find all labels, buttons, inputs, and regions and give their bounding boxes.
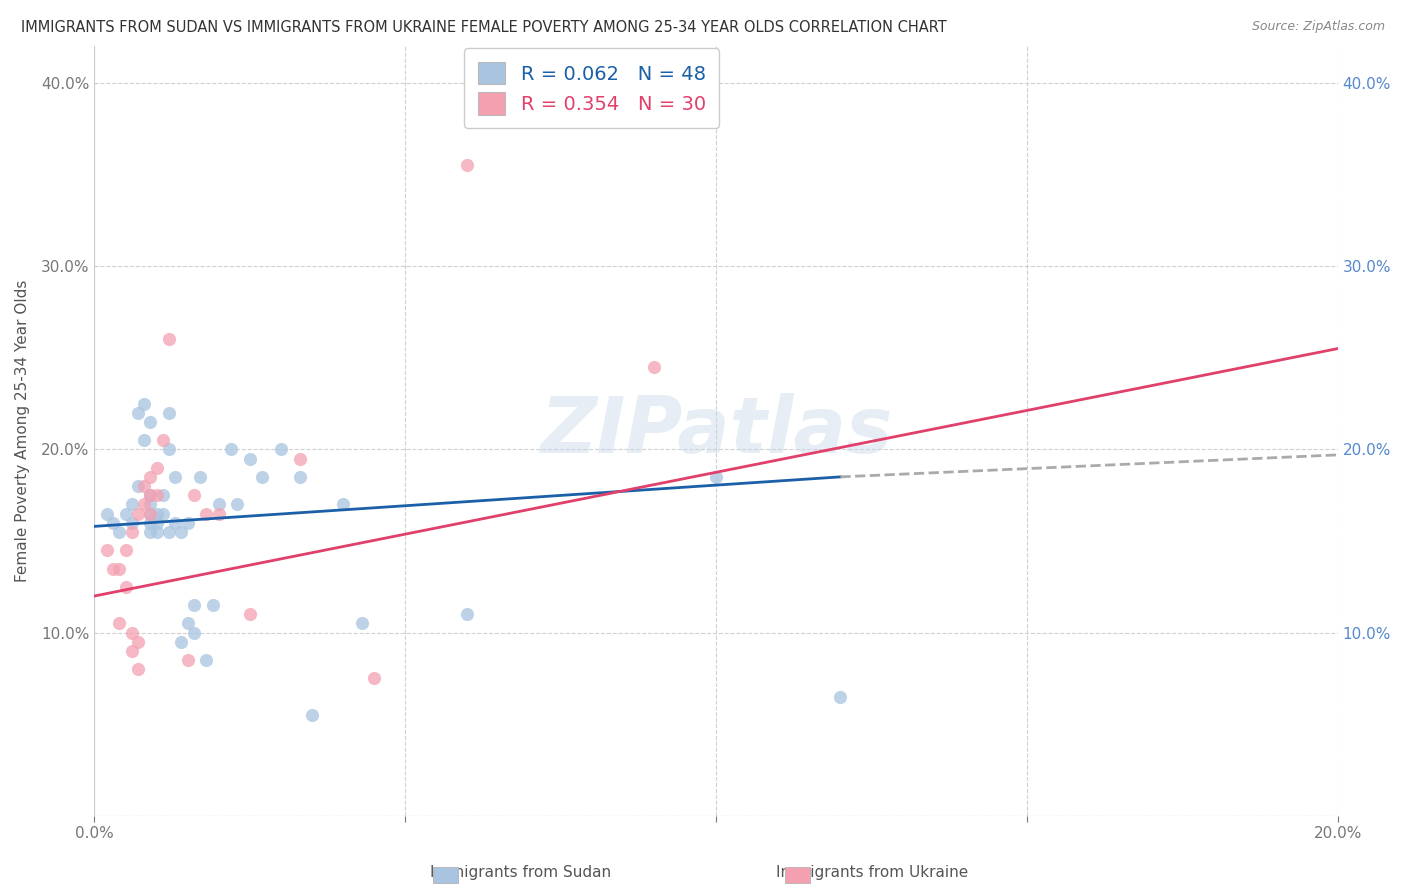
Point: [177, 616, 200, 631]
Point: [152, 507, 174, 521]
Point: [456, 158, 478, 172]
Point: [157, 406, 180, 420]
Text: Source: ZipAtlas.com: Source: ZipAtlas.com: [1251, 20, 1385, 33]
Text: Immigrants from Sudan: Immigrants from Sudan: [430, 865, 610, 880]
Point: [139, 488, 162, 502]
Text: Immigrants from Ukraine: Immigrants from Ukraine: [776, 865, 967, 880]
Point: [114, 507, 136, 521]
Point: [183, 625, 205, 640]
Point: [139, 507, 162, 521]
Point: [121, 644, 143, 658]
Point: [239, 607, 262, 622]
Point: [195, 653, 218, 667]
Point: [139, 507, 162, 521]
Point: [139, 415, 162, 429]
Point: [139, 488, 162, 502]
Point: [101, 516, 124, 530]
Point: [152, 434, 174, 448]
Point: [127, 662, 149, 676]
Text: ZIPatlas: ZIPatlas: [540, 393, 893, 469]
Point: [139, 516, 162, 530]
Point: [226, 497, 249, 511]
Point: [288, 451, 311, 466]
Point: [96, 543, 118, 558]
Point: [139, 497, 162, 511]
Point: [704, 470, 727, 484]
Point: [145, 507, 167, 521]
Point: [170, 524, 193, 539]
Point: [139, 524, 162, 539]
Point: [134, 434, 156, 448]
Point: [830, 690, 852, 704]
Point: [456, 607, 478, 622]
Point: [252, 470, 274, 484]
Point: [165, 516, 187, 530]
Point: [152, 488, 174, 502]
Point: [121, 497, 143, 511]
Point: [108, 524, 131, 539]
Point: [270, 442, 292, 457]
Point: [121, 625, 143, 640]
Point: [134, 497, 156, 511]
Point: [188, 470, 211, 484]
Point: [134, 479, 156, 493]
Point: [643, 359, 665, 374]
Point: [114, 580, 136, 594]
Y-axis label: Female Poverty Among 25-34 Year Olds: Female Poverty Among 25-34 Year Olds: [15, 280, 30, 582]
Point: [208, 507, 231, 521]
Point: [127, 406, 149, 420]
Point: [183, 598, 205, 612]
Point: [134, 396, 156, 410]
Point: [177, 653, 200, 667]
Point: [145, 524, 167, 539]
Point: [127, 635, 149, 649]
Point: [201, 598, 224, 612]
Point: [177, 516, 200, 530]
Point: [239, 451, 262, 466]
Point: [208, 497, 231, 511]
Point: [157, 442, 180, 457]
Point: [183, 488, 205, 502]
Point: [145, 488, 167, 502]
Point: [165, 470, 187, 484]
Point: [127, 507, 149, 521]
Point: [363, 672, 385, 686]
Text: IMMIGRANTS FROM SUDAN VS IMMIGRANTS FROM UKRAINE FEMALE POVERTY AMONG 25-34 YEAR: IMMIGRANTS FROM SUDAN VS IMMIGRANTS FROM…: [21, 20, 946, 35]
Point: [114, 543, 136, 558]
Point: [108, 561, 131, 575]
Point: [127, 479, 149, 493]
Point: [350, 616, 373, 631]
Point: [219, 442, 242, 457]
Point: [301, 708, 323, 723]
Point: [121, 524, 143, 539]
Point: [157, 333, 180, 347]
Point: [170, 635, 193, 649]
Point: [332, 497, 354, 511]
Point: [145, 516, 167, 530]
Point: [139, 470, 162, 484]
Point: [195, 507, 218, 521]
Point: [96, 507, 118, 521]
Point: [121, 516, 143, 530]
Point: [288, 470, 311, 484]
Point: [101, 561, 124, 575]
Legend: R = 0.062   N = 48, R = 0.354   N = 30: R = 0.062 N = 48, R = 0.354 N = 30: [464, 48, 720, 128]
Point: [145, 460, 167, 475]
Point: [108, 616, 131, 631]
Point: [157, 524, 180, 539]
